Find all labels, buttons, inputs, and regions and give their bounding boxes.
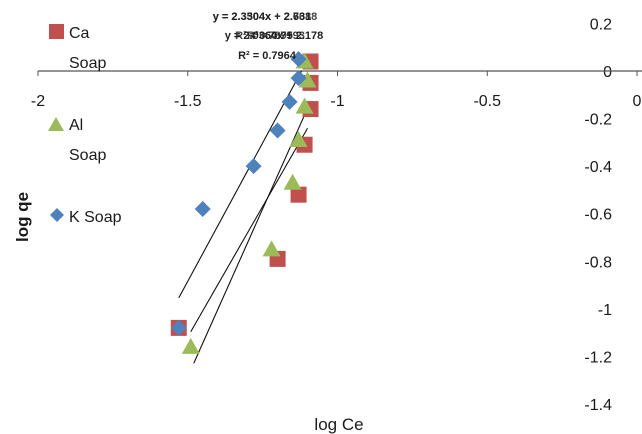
y-tick-label: -0.6 <box>584 207 612 224</box>
trendline-equations: y = 2.3304x + 2.631 y = 2.3504x + 2.7688… <box>213 11 324 62</box>
trendline-equation-3: R² = 0.7964 <box>238 50 297 62</box>
x-tick-label: -1.5 <box>174 93 202 110</box>
y-tick-labels: 0.2 0 -0.2 -0.4 -0.6 -0.8 -1 -1.2 -1.4 <box>584 16 612 414</box>
legend-marker-al-soap <box>48 117 64 131</box>
legend-label-al-soap-line2: Soap <box>69 147 106 164</box>
legend: Ca Soap Al Soap K Soap <box>48 24 122 226</box>
legend-marker-k-soap <box>50 208 64 222</box>
point-al-soap <box>181 337 200 354</box>
trendline-equation-overlap-2: R² = 0.7993 <box>247 30 305 42</box>
trendline-equation-overlap-3: R² = 0.7895 <box>235 30 293 42</box>
point-k-soap <box>194 200 211 217</box>
y-tick-label: -0.2 <box>584 112 612 129</box>
x-tick-label: -2 <box>31 93 45 110</box>
trendline-equation-overlap-1: y = 2.3504x + 2.7688 <box>213 11 318 23</box>
point-k-soap <box>290 70 307 87</box>
point-k-soap <box>170 319 187 336</box>
x-axis <box>37 70 642 76</box>
point-al-soap <box>283 173 302 190</box>
point-ca-soap <box>290 186 307 203</box>
trendlines <box>178 70 309 364</box>
x-tick-label: 0 <box>633 93 642 110</box>
legend-label-al-soap-line1: Al <box>69 117 83 134</box>
y-tick-label: -1.2 <box>584 349 612 366</box>
trendline <box>178 70 303 299</box>
point-k-soap <box>245 158 262 175</box>
x-axis-label: log Ce <box>314 415 363 434</box>
y-tick-label: -0.8 <box>584 254 612 271</box>
x-tick-labels: -2 -1.5 -1 -0.5 0 <box>31 93 642 110</box>
trendline <box>190 127 309 333</box>
point-k-soap <box>281 93 298 110</box>
trendline-equation-1: y = 2.3304x + 2.631 <box>213 11 311 23</box>
data-points <box>170 51 319 354</box>
trendline-equation-2: y = 2.0364x + 2.178 <box>225 30 323 42</box>
point-k-soap <box>290 51 307 68</box>
legend-label-ca-soap-line1: Ca <box>69 25 90 42</box>
y-tick-label: -1 <box>598 302 612 319</box>
point-al-soap <box>298 71 317 88</box>
trendline <box>193 108 309 364</box>
point-al-soap <box>295 97 314 114</box>
point-al-soap <box>262 240 281 257</box>
y-tick-label: -0.4 <box>584 159 612 176</box>
y-axis-label: log qe <box>13 192 32 242</box>
legend-label-ca-soap-line2: Soap <box>69 55 106 72</box>
x-tick-label: -1 <box>330 93 344 110</box>
y-tick-label: 0.2 <box>590 16 612 33</box>
legend-label-k-soap: K Soap <box>69 209 122 226</box>
point-k-soap <box>269 122 286 139</box>
legend-marker-ca-soap <box>49 24 64 39</box>
y-tick-label: 0 <box>603 64 612 81</box>
point-al-soap <box>289 130 308 147</box>
y-tick-label: -1.4 <box>584 397 612 414</box>
x-tick-label: -0.5 <box>473 93 501 110</box>
